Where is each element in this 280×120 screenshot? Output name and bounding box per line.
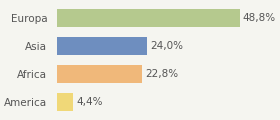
Bar	[57, 93, 73, 111]
Bar	[57, 37, 147, 55]
Bar	[57, 9, 240, 27]
Text: 48,8%: 48,8%	[243, 13, 276, 23]
Text: 24,0%: 24,0%	[150, 41, 183, 51]
Bar	[57, 65, 142, 83]
Text: 4,4%: 4,4%	[76, 97, 103, 107]
Text: 22,8%: 22,8%	[145, 69, 178, 79]
